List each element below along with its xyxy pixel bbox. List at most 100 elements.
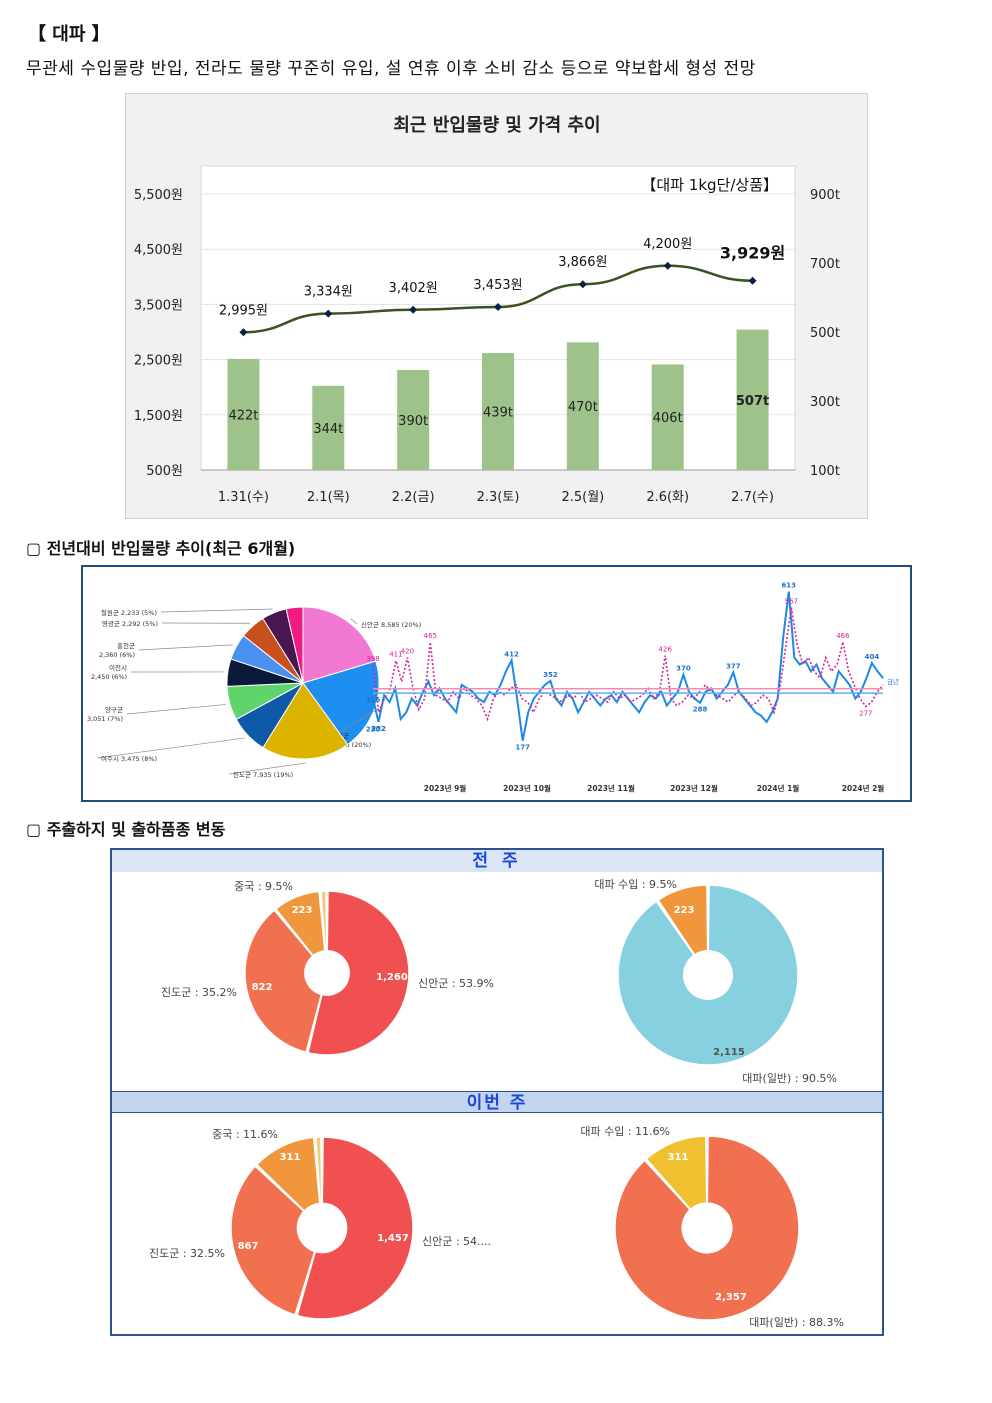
donut-value-label: 311 [668,1152,689,1163]
volume-bar [397,369,430,470]
price-label: 3,929원 [720,244,785,263]
volume-bar [566,342,599,470]
price-label: 3,453원 [473,278,522,293]
line-data-label: 230 [366,726,381,734]
chart-title: 최근 반입물량 및 가격 추이 [393,114,600,136]
price-marker [409,305,418,314]
volume-bar [651,364,684,470]
band-previous-week: 전 주 [112,850,882,872]
price-marker [578,280,587,289]
x-tick-label: 1.31(수) [218,490,269,505]
x-month-label: 2023년 11월 [587,783,635,793]
pie-leader-line [228,762,306,775]
donut-slice [255,1136,321,1212]
series-name-label: 금년 [887,677,899,686]
volume-bar [227,358,260,470]
pie-slice-label: 2,360 (6%) [99,651,135,659]
price-label: 4,200원 [643,237,692,252]
donut-slice [296,1136,414,1320]
right-tick-label: 900t [810,188,840,203]
right-tick-label: 700t [810,257,840,272]
x-tick-label: 2.7(수) [731,490,774,505]
donut-slice [614,1135,800,1321]
x-month-label: 2024년 1월 [757,783,800,793]
pie-slice-label: 여주시 3,475 (8%) [101,754,157,763]
donut-value-label: 2,357 [715,1292,747,1303]
pie-slice-label: 영광군 2,292 (5%) [102,619,158,628]
donut-category-label: 대파 수입 : 11.6% [580,1125,670,1138]
donut-slice [645,1135,708,1211]
item-title: 【 대파 】 [28,24,110,45]
left-tick-label: 2,500원 [134,354,183,369]
line-data-label: 316 [366,696,381,704]
x-month-label: 2023년 10월 [503,783,551,793]
x-tick-label: 2.5(월) [561,490,604,505]
line-data-label: 613 [781,582,796,590]
donut-slice [617,884,799,1066]
donut-value-label: 867 [238,1241,259,1252]
volume-bar-label: 470t [568,400,598,415]
donut-charts-svg: 1,260 신안군 : 53.9% 822 진도군 : 35.2% 223 중국 : 9.… [149,878,844,1329]
current-year-line [372,591,884,741]
line-data-label: 466 [836,632,850,640]
pie-slice-label: 2,450 (6%) [91,673,127,681]
unit-note: 【대파 1kg단/상품】 [641,176,778,194]
line-data-label: 465 [424,632,437,640]
pie-leader-line [160,608,273,613]
band-current-week: 이번 주 [112,1091,882,1113]
pie-slice [262,682,349,760]
donut-category-label: 대파(일반) : 90.5% [742,1071,837,1085]
donut-value-label: 311 [280,1152,301,1163]
line-data-label: 412 [504,650,519,658]
price-label: 3,334원 [304,285,353,300]
line-data-label: 398 [366,655,379,663]
line-data-label: 177 [515,744,530,752]
donut-slice [657,884,709,956]
volume-bar-label: 507t [736,394,769,409]
donut-value-label: 223 [674,905,695,916]
line-data-label: 277 [859,709,872,717]
volume-bar-label: 390t [398,414,428,429]
volume-bar-label: 422t [228,408,258,423]
pie-slice-label: 진도군 7,935 (19%) [233,770,293,779]
line-data-label: 232 [371,725,386,733]
line-data-label: 426 [659,646,673,654]
pie-slice-label: 이천시 [109,663,127,672]
x-tick-label: 2.1(목) [307,490,350,505]
pie-leader-line [96,737,245,759]
donut-category-label: 진도군 : 35.2% [161,986,237,999]
donut-value-label: 1,457 [377,1233,409,1244]
line-data-label: 411 [389,651,402,659]
pie-slice-label: 8,286 (20%) [331,741,371,749]
line-data-label: 420 [401,648,414,656]
donut-category-label: 중국 : 11.6% [212,1128,278,1141]
pie-leader-line [126,704,226,715]
donut-category-label: 진도군 : 32.5% [149,1247,225,1260]
donut-value-label: 1,260 [376,972,408,983]
x-tick-label: 2.2(금) [392,490,435,505]
volume-bar-label: 439t [483,406,513,421]
donut-slice [244,909,323,1054]
line-data-label: 404 [865,653,880,661]
x-month-label: 2023년 12월 [670,783,718,793]
right-tick-label: 300t [810,395,840,410]
left-tick-label: 500원 [146,464,183,479]
donut-category-label: 중국 : 9.5% [234,880,293,893]
donut-slice [230,1165,316,1316]
pie-slice [285,606,304,684]
donut-slice [307,890,410,1056]
donut-value-label: 223 [292,905,313,916]
pie-slice-label: 3,051 (7%) [87,715,123,723]
line-data-label: 232 [371,725,386,733]
pie-slice-label: 철원군 2,233 (5%) [101,608,157,617]
price-marker [663,261,672,270]
price-marker [324,309,333,318]
donut-category-label: 대파 수입 : 9.5% [594,878,677,891]
volume-bar [312,385,345,470]
left-tick-label: 3,500원 [134,298,183,313]
pie-slice-label: 홍천군 [117,641,135,650]
yoy-chart-svg: 신안군 8,585 (20%)평창군8,286 (20%)진도군 7,935 (… [87,582,899,793]
pie-leader-line [138,644,233,651]
price-marker [748,276,757,285]
x-tick-label: 2.3(토) [477,490,520,505]
